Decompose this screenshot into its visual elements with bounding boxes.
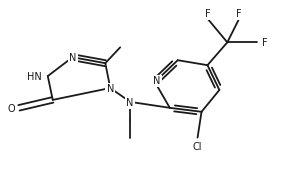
Text: N: N [126, 98, 134, 108]
Text: N: N [153, 76, 161, 86]
Text: F: F [205, 9, 210, 19]
Text: O: O [7, 104, 15, 114]
Text: Cl: Cl [193, 142, 202, 152]
Text: F: F [262, 38, 268, 48]
Text: N: N [106, 84, 114, 94]
Text: N: N [69, 53, 76, 63]
Text: HN: HN [27, 72, 42, 82]
Text: F: F [236, 9, 242, 19]
